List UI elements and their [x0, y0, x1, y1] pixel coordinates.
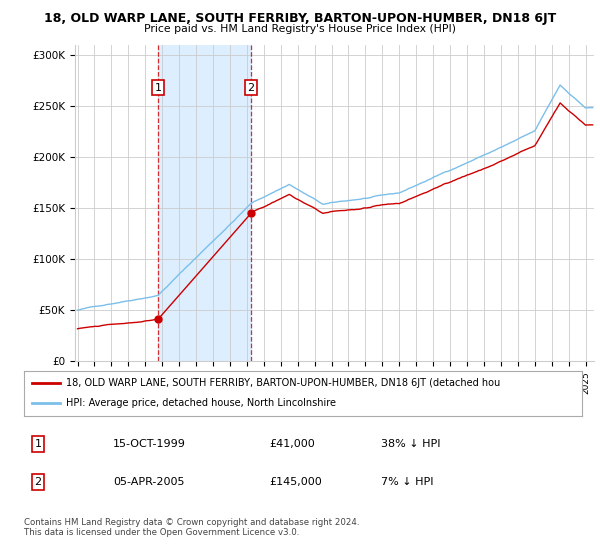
Text: Contains HM Land Registry data © Crown copyright and database right 2024.
This d: Contains HM Land Registry data © Crown c…	[24, 518, 359, 538]
Text: 1: 1	[154, 83, 161, 92]
Text: 05-APR-2005: 05-APR-2005	[113, 477, 185, 487]
Text: 18, OLD WARP LANE, SOUTH FERRIBY, BARTON-UPON-HUMBER, DN18 6JT (detached hou: 18, OLD WARP LANE, SOUTH FERRIBY, BARTON…	[66, 378, 500, 388]
Text: 1: 1	[34, 439, 41, 449]
Text: HPI: Average price, detached house, North Lincolnshire: HPI: Average price, detached house, Nort…	[66, 398, 336, 408]
Bar	[158, 45, 251, 361]
Text: £145,000: £145,000	[269, 477, 322, 487]
Text: 7% ↓ HPI: 7% ↓ HPI	[381, 477, 434, 487]
Text: 2: 2	[248, 83, 254, 92]
Text: 2: 2	[34, 477, 41, 487]
Text: 15-OCT-1999: 15-OCT-1999	[113, 439, 186, 449]
Text: Price paid vs. HM Land Registry's House Price Index (HPI): Price paid vs. HM Land Registry's House …	[144, 24, 456, 34]
Text: £41,000: £41,000	[269, 439, 315, 449]
Text: 38% ↓ HPI: 38% ↓ HPI	[381, 439, 440, 449]
Text: 18, OLD WARP LANE, SOUTH FERRIBY, BARTON-UPON-HUMBER, DN18 6JT: 18, OLD WARP LANE, SOUTH FERRIBY, BARTON…	[44, 12, 556, 25]
